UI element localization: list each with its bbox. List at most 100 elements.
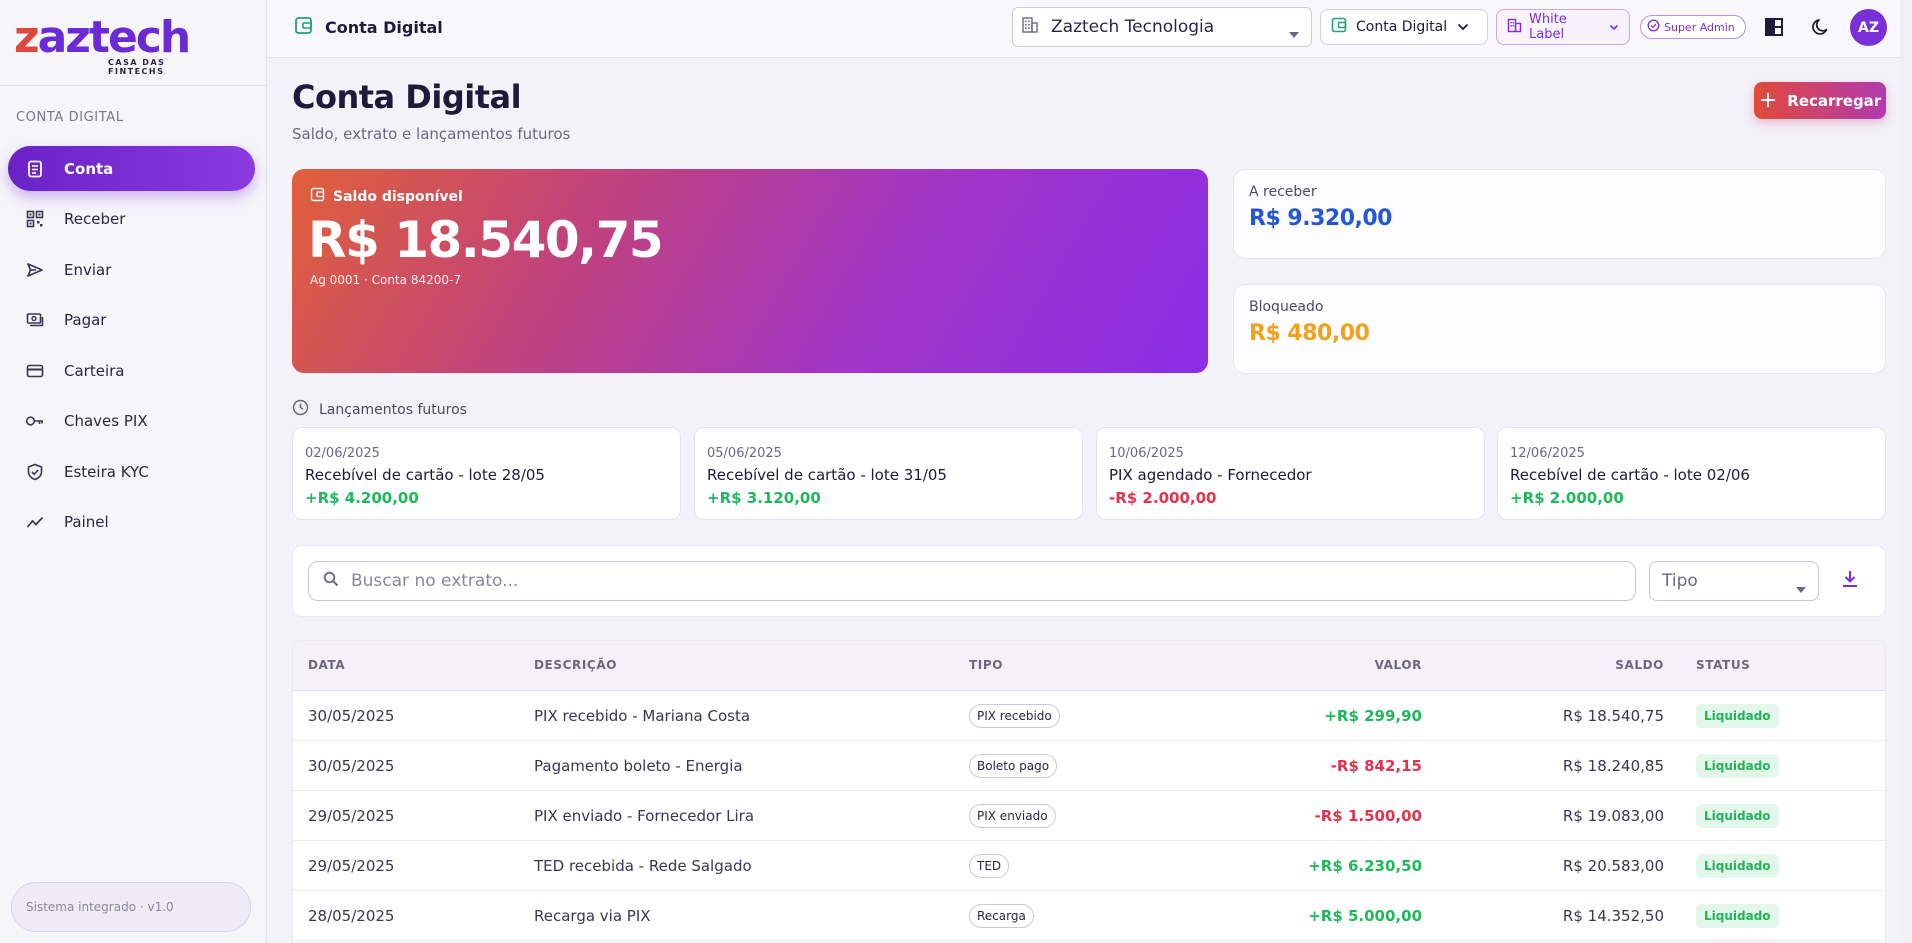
page-scrollbar[interactable] bbox=[1900, 0, 1912, 943]
row-type-badge: Recarga bbox=[969, 904, 1034, 928]
recharge-button[interactable]: + Recarregar bbox=[1754, 82, 1886, 119]
table-row[interactable]: 29/05/2025 TED recebida - Rede Salgado T… bbox=[293, 841, 1885, 891]
row-date: 29/05/2025 bbox=[308, 807, 395, 825]
balance-amount: R$ 18.540,75 bbox=[308, 211, 664, 269]
future-entry-value: +R$ 4.200,00 bbox=[305, 489, 419, 507]
future-entry-card[interactable]: 05/06/2025 Recebível de cartão - lote 31… bbox=[694, 427, 1083, 520]
row-description: Recarga via PIX bbox=[534, 907, 651, 925]
future-entry-value: +R$ 3.120,00 bbox=[707, 489, 821, 507]
sidebar-item-label: Receber bbox=[64, 210, 126, 228]
receivable-card: A receber R$ 9.320,00 bbox=[1233, 169, 1886, 259]
row-type-badge: Boleto pago bbox=[969, 754, 1058, 778]
page-subtitle: Saldo, extrato e lançamentos futuros bbox=[292, 125, 571, 143]
blocked-card: Bloqueado R$ 480,00 bbox=[1233, 284, 1886, 374]
future-entry-date: 05/06/2025 bbox=[707, 446, 782, 461]
sidebar-item-conta[interactable]: Conta bbox=[8, 146, 255, 191]
future-entry-description: PIX agendado - Fornecedor bbox=[1109, 466, 1312, 484]
table-row[interactable]: 30/05/2025 PIX recebido - Mariana Costa … bbox=[293, 691, 1885, 741]
row-value: -R$ 1.500,00 bbox=[1314, 807, 1422, 825]
white-label-value: White Label bbox=[1529, 12, 1567, 42]
status-badge: Liquidado bbox=[1696, 754, 1779, 778]
future-entry-value: +R$ 2.000,00 bbox=[1510, 489, 1624, 507]
status-badge: Liquidado bbox=[1696, 904, 1779, 928]
row-type-badge: PIX recebido bbox=[969, 704, 1060, 728]
layout-toggle-icon[interactable] bbox=[1762, 15, 1786, 39]
future-entries-heading: Lançamentos futuros bbox=[292, 399, 467, 420]
column-header-date[interactable]: DATA bbox=[308, 658, 346, 672]
sidebar-item-carteira[interactable]: Carteira bbox=[8, 348, 255, 393]
sidebar-item-receber[interactable]: Receber bbox=[8, 197, 255, 242]
sidebar-item-chaves-pix[interactable]: Chaves PIX bbox=[8, 399, 255, 444]
chevron-down-icon bbox=[1457, 19, 1469, 35]
row-balance: R$ 19.083,00 bbox=[1562, 807, 1664, 825]
column-header-description[interactable]: DESCRIÇÃO bbox=[534, 658, 618, 672]
search-field[interactable] bbox=[308, 561, 1636, 601]
future-entry-date: 02/06/2025 bbox=[305, 446, 380, 461]
avatar[interactable]: AZ bbox=[1850, 9, 1887, 46]
row-description: PIX enviado - Fornecedor Lira bbox=[534, 807, 755, 825]
plus-icon: + bbox=[1758, 87, 1778, 113]
role-badge: Super Admin bbox=[1640, 15, 1746, 39]
role-badge-label: Super Admin bbox=[1664, 20, 1735, 34]
sidebar-item-enviar[interactable]: Enviar bbox=[8, 247, 255, 292]
row-description: Pagamento boleto - Energia bbox=[534, 757, 743, 775]
future-entry-description: Recebível de cartão - lote 28/05 bbox=[305, 466, 545, 484]
column-header-status[interactable]: STATUS bbox=[1696, 658, 1751, 672]
sidebar-item-label: Esteira KYC bbox=[64, 462, 149, 481]
download-button[interactable] bbox=[1837, 568, 1863, 594]
receivable-label: A receber bbox=[1249, 184, 1317, 200]
type-filter-select[interactable]: Tipo bbox=[1649, 561, 1819, 601]
sidebar-item-label: Conta bbox=[64, 159, 114, 178]
sidebar-section-title: CONTA DIGITAL bbox=[16, 110, 124, 125]
column-header-balance[interactable]: SALDO bbox=[1615, 658, 1664, 672]
dark-mode-icon[interactable] bbox=[1809, 15, 1833, 39]
shield-check-icon bbox=[1647, 19, 1660, 35]
row-value: -R$ 842,15 bbox=[1330, 757, 1422, 775]
chevron-down-icon bbox=[1289, 23, 1299, 43]
balance-card: Saldo disponível R$ 18.540,75 Ag 0001 · … bbox=[292, 169, 1208, 373]
column-header-value[interactable]: VALOR bbox=[1374, 658, 1422, 672]
table-row[interactable]: 30/05/2025 Pagamento boleto - Energia Bo… bbox=[293, 741, 1885, 791]
row-balance: R$ 18.540,75 bbox=[1562, 707, 1664, 725]
wallet-icon bbox=[1331, 17, 1347, 37]
white-label-select[interactable]: White Label bbox=[1496, 9, 1630, 45]
logo-wordmark: zaztech bbox=[14, 12, 191, 63]
search-input[interactable] bbox=[351, 571, 1601, 591]
product-select[interactable]: Conta Digital bbox=[1320, 9, 1488, 45]
wallet-icon bbox=[310, 187, 325, 206]
blocked-amount: R$ 480,00 bbox=[1249, 321, 1370, 346]
wallet-icon bbox=[25, 159, 45, 179]
key-icon bbox=[25, 411, 45, 431]
row-type-badge: PIX enviado bbox=[969, 804, 1056, 828]
table-row[interactable]: 28/05/2025 Recarga via PIX Recarga +R$ 5… bbox=[293, 891, 1885, 941]
future-entry-card[interactable]: 02/06/2025 Recebível de cartão - lote 28… bbox=[292, 427, 681, 520]
product-select-value: Conta Digital bbox=[1356, 19, 1448, 35]
sidebar-item-esteira-kyc[interactable]: Esteira KYC bbox=[8, 449, 255, 494]
future-entry-card[interactable]: 10/06/2025 PIX agendado - Fornecedor -R$… bbox=[1096, 427, 1485, 520]
page-title: Conta Digital bbox=[292, 78, 522, 116]
company-select[interactable]: Zaztech Tecnologia bbox=[1012, 7, 1312, 47]
row-value: +R$ 5.000,00 bbox=[1308, 907, 1422, 925]
wallet-icon bbox=[294, 16, 313, 39]
future-entries-title: Lançamentos futuros bbox=[319, 401, 467, 418]
future-entry-card[interactable]: 12/06/2025 Recebível de cartão - lote 02… bbox=[1497, 427, 1886, 520]
building-icon bbox=[1507, 18, 1522, 37]
future-entry-date: 12/06/2025 bbox=[1510, 446, 1585, 461]
row-type-badge: TED bbox=[969, 854, 1010, 878]
filter-bar: Tipo bbox=[292, 545, 1886, 617]
row-value: +R$ 6.230,50 bbox=[1308, 857, 1422, 875]
future-entry-description: Recebível de cartão - lote 31/05 bbox=[707, 466, 947, 484]
column-header-type[interactable]: TIPO bbox=[969, 658, 1004, 672]
sidebar-item-pagar[interactable]: Pagar bbox=[8, 298, 255, 343]
receivable-amount: R$ 9.320,00 bbox=[1249, 206, 1392, 231]
sidebar-item-label: Carteira bbox=[64, 361, 125, 380]
trend-icon bbox=[25, 512, 45, 532]
clock-icon bbox=[292, 399, 309, 420]
row-description: PIX recebido - Mariana Costa bbox=[534, 707, 751, 725]
table-row[interactable]: 29/05/2025 PIX enviado - Fornecedor Lira… bbox=[293, 791, 1885, 841]
sidebar-item-painel[interactable]: Painel bbox=[8, 500, 255, 545]
row-date: 28/05/2025 bbox=[308, 907, 395, 925]
row-date: 30/05/2025 bbox=[308, 707, 395, 725]
zaztech-logo[interactable]: zaztech CASA DAS FINTECHS bbox=[14, 12, 210, 76]
row-balance: R$ 18.240,85 bbox=[1562, 757, 1664, 775]
